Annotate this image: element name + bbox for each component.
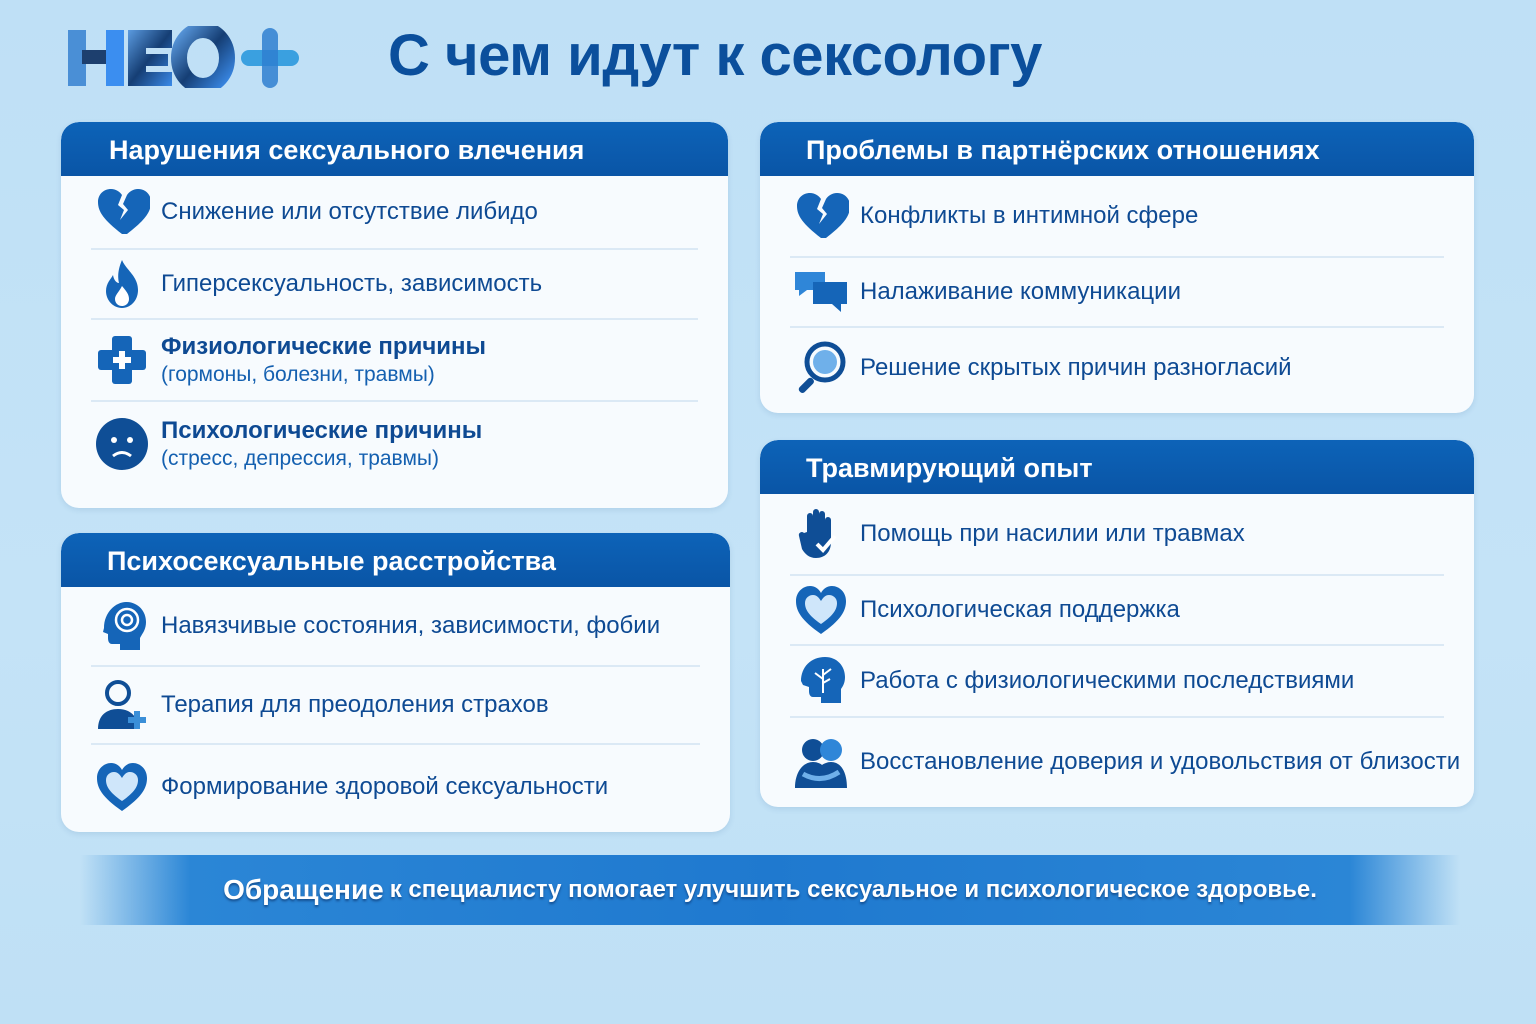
category-card: Нарушения сексуального влечения Снижение …: [61, 122, 728, 508]
item-list: Навязчивые состояния, зависимости, фобии…: [61, 587, 730, 829]
spiral-head-icon: [91, 596, 153, 656]
list-item: Решение скрытых причин разногласий: [790, 328, 1444, 408]
list-item: Формирование здоровой сексуальности: [91, 745, 700, 829]
brain-tree-icon: [790, 651, 852, 711]
person-plus-icon: [91, 675, 153, 735]
item-subtext: (стресс, депрессия, травмы): [161, 447, 439, 470]
item-text: Решение скрытых причин разногласий: [860, 354, 1292, 381]
footer-text: к специалисту помогает улучшить сексуаль…: [389, 876, 1317, 903]
item-text-group: Психологические причины (стресс, депресси…: [161, 417, 482, 471]
item-list: Снижение или отсутствие либидо Гиперсексу…: [61, 176, 728, 486]
list-item: Налаживание коммуникации: [790, 258, 1444, 328]
list-item: Помощь при насилии или травмах: [790, 494, 1444, 576]
list-item: Физиологические причины (гормоны, болезни…: [91, 320, 698, 402]
broken-heart-icon: [790, 186, 852, 246]
item-subtext: (гормоны, болезни, травмы): [161, 363, 435, 386]
magnifier-head-icon: [790, 338, 852, 398]
card-title: Психосексуальные расстройства: [61, 533, 730, 587]
item-text: Работа с физиологическими последствиями: [860, 667, 1355, 694]
item-text: Гиперсексуальность, зависимость: [161, 270, 543, 297]
embrace-icon: [790, 732, 852, 792]
footer-banner: Обращение к специалисту помогает улучшит…: [80, 855, 1460, 925]
item-text: Налаживание коммуникации: [860, 278, 1181, 305]
item-text: Терапия для преодоления страхов: [161, 691, 549, 718]
list-item: Терапия для преодоления страхов: [91, 667, 700, 745]
broken-heart-icon: [91, 182, 153, 242]
list-item: Снижение или отсутствие либидо: [91, 176, 698, 250]
list-item: Восстановление доверия и удовольствия от…: [790, 718, 1460, 806]
medical-cross-icon: [91, 330, 153, 390]
item-text: Восстановление доверия и удовольствия от…: [860, 748, 1461, 775]
item-list: Помощь при насилии или травмах Психологич…: [760, 494, 1474, 806]
item-text: Формирование здоровой сексуальности: [161, 773, 609, 800]
item-text: Снижение или отсутствие либидо: [161, 198, 538, 225]
sad-face-icon: [91, 414, 153, 474]
item-text: Физиологические причины: [161, 333, 487, 360]
flame-icon: [91, 254, 153, 314]
item-text: Психологическая поддержка: [860, 596, 1180, 623]
card-title: Травмирующий опыт: [760, 440, 1474, 494]
item-list: Конфликты в интимной сфере Налаживание ко…: [760, 176, 1474, 408]
item-text: Навязчивые состояния, зависимости, фобии: [161, 612, 661, 639]
hand-icon: [790, 504, 852, 564]
list-item: Психологические причины (стресс, депресси…: [91, 402, 698, 486]
category-card: Травмирующий опыт Помощь при насилии или …: [760, 440, 1474, 807]
item-text-group: Физиологические причины (гормоны, болезни…: [161, 333, 486, 387]
list-item: Навязчивые состояния, зависимости, фобии: [91, 587, 700, 667]
card-title: Проблемы в партнёрских отношениях: [760, 122, 1474, 176]
footer-lead: Обращение: [223, 874, 384, 905]
item-text: Помощь при насилии или травмах: [860, 520, 1245, 547]
neo-plus-logo: [68, 26, 299, 88]
list-item: Психологическая поддержка: [790, 576, 1444, 646]
list-item: Работа с физиологическими последствиями: [790, 646, 1444, 718]
category-card: Психосексуальные расстройства Навязчивые …: [61, 533, 730, 832]
heart-icon: [790, 580, 852, 640]
item-text: Конфликты в интимной сфере: [860, 202, 1199, 229]
list-item: Конфликты в интимной сфере: [790, 176, 1444, 258]
chat-bubbles-icon: [790, 262, 852, 322]
item-text: Психологические причины: [161, 417, 483, 444]
page-title: С чем идут к сексологу: [388, 23, 1042, 88]
card-title: Нарушения сексуального влечения: [61, 122, 728, 176]
heart-icon: [91, 757, 153, 817]
category-card: Проблемы в партнёрских отношениях Конфлик…: [760, 122, 1474, 413]
list-item: Гиперсексуальность, зависимость: [91, 250, 698, 320]
